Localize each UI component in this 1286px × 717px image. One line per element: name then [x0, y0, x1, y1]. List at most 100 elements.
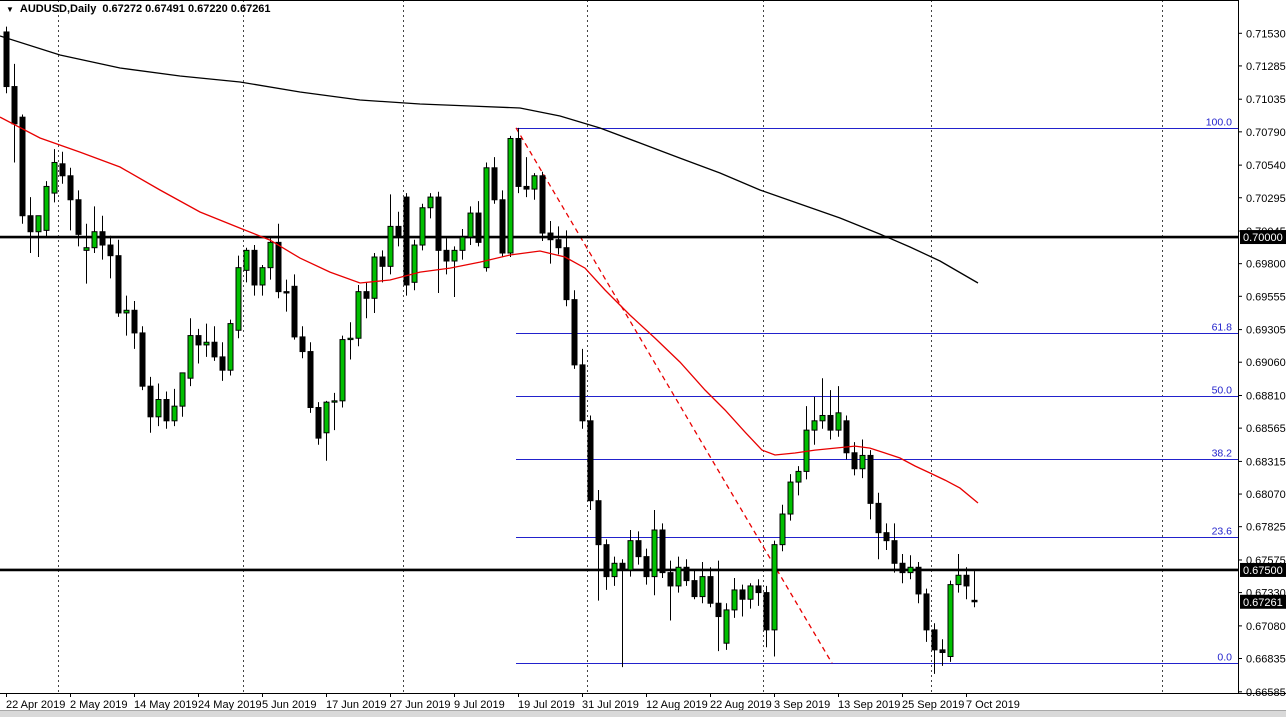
svg-text:0.66585: 0.66585	[1246, 687, 1286, 699]
candle	[59, 151, 66, 184]
svg-text:31 Jul 2019: 31 Jul 2019	[582, 699, 639, 711]
candle	[107, 235, 114, 279]
svg-text:7 Oct 2019: 7 Oct 2019	[966, 699, 1020, 711]
candle	[555, 226, 562, 255]
candle	[707, 567, 714, 608]
candle	[403, 193, 410, 296]
candle	[835, 386, 842, 437]
candle	[779, 504, 786, 552]
candle	[867, 450, 874, 520]
svg-text:0.68315: 0.68315	[1246, 456, 1286, 468]
candle	[363, 282, 370, 319]
price-axis[interactable]: 0.71530 0.71285 0.71035 0.70790 0.70540 0.702…	[1238, 28, 1286, 699]
candle	[755, 579, 762, 606]
candle	[451, 246, 458, 297]
candle	[651, 510, 658, 596]
candle	[243, 247, 250, 283]
svg-text:0.69305: 0.69305	[1246, 325, 1286, 337]
symbol-dropdown-icon[interactable]: ▼	[6, 5, 14, 14]
candle	[963, 567, 970, 600]
candle	[331, 392, 338, 431]
candle	[859, 439, 866, 479]
candle	[627, 530, 634, 577]
candle	[699, 561, 706, 604]
candle	[291, 274, 298, 340]
candle	[43, 181, 50, 238]
candle	[83, 223, 90, 284]
svg-text:2 May 2019: 2 May 2019	[70, 699, 127, 711]
candle	[155, 383, 162, 427]
candle	[459, 229, 466, 260]
candle	[211, 326, 218, 361]
candle	[123, 295, 130, 336]
candle	[667, 560, 674, 621]
candle	[91, 206, 98, 254]
candle	[235, 255, 242, 339]
candle	[595, 490, 602, 601]
svg-text:61.8: 61.8	[1212, 322, 1233, 334]
svg-text:38.2: 38.2	[1212, 448, 1233, 460]
candle	[251, 245, 258, 296]
candle	[619, 559, 626, 668]
fibonacci-retracement[interactable]: 100.0 61.8 50.0 38.2 23.6 0.0	[515, 117, 1238, 664]
candle	[763, 585, 770, 648]
candle	[283, 279, 290, 312]
candlestick-series	[3, 26, 978, 674]
candle	[411, 239, 418, 291]
svg-text:3 Sep 2019: 3 Sep 2019	[774, 699, 830, 711]
candle	[643, 548, 650, 585]
candle	[659, 523, 666, 578]
candle	[731, 577, 738, 618]
candle	[419, 203, 426, 251]
candle	[67, 167, 74, 231]
candle	[203, 323, 210, 357]
candle	[787, 474, 794, 521]
candle	[491, 157, 498, 204]
candle	[315, 402, 322, 445]
candle	[19, 114, 26, 224]
candle	[435, 191, 442, 293]
svg-text:100.0: 100.0	[1206, 117, 1232, 129]
candle	[51, 149, 58, 203]
svg-text:0.69555: 0.69555	[1246, 291, 1286, 303]
svg-text:5 Jun 2019: 5 Jun 2019	[262, 699, 316, 711]
svg-text:0.71285: 0.71285	[1246, 61, 1286, 73]
candle	[723, 603, 730, 650]
candle	[355, 284, 362, 347]
candle	[139, 326, 146, 391]
candle	[715, 560, 722, 652]
svg-text:0.68810: 0.68810	[1246, 391, 1286, 403]
svg-text:9 Jul 2019: 9 Jul 2019	[454, 699, 505, 711]
candle	[323, 400, 330, 461]
svg-text:13 Sep 2019: 13 Sep 2019	[838, 699, 900, 711]
current-price-label: 0.67261	[1240, 594, 1286, 609]
candle	[483, 162, 490, 272]
candle	[515, 127, 522, 194]
candle	[3, 26, 10, 94]
svg-text:0.66835: 0.66835	[1246, 654, 1286, 666]
candle	[771, 540, 778, 657]
candle	[939, 639, 946, 666]
candle	[147, 376, 154, 433]
candle	[507, 135, 514, 258]
candle	[99, 215, 106, 260]
candle	[827, 390, 834, 440]
candle	[691, 569, 698, 600]
time-axis[interactable]: 22 Apr 2019 2 May 2019 14 May 2019 24 May 2…	[6, 693, 1020, 711]
candle	[947, 580, 954, 662]
candle	[163, 391, 170, 429]
candle	[299, 326, 306, 359]
svg-text:0.70000: 0.70000	[1243, 232, 1283, 244]
level-price-label: 0.67500	[1240, 562, 1286, 577]
candle	[219, 342, 226, 381]
candle	[747, 583, 754, 609]
candle	[579, 348, 586, 429]
svg-text:0.70295: 0.70295	[1246, 193, 1286, 205]
candle	[635, 531, 642, 565]
horizontal-level-lines[interactable]	[0, 235, 1238, 572]
candle	[819, 378, 826, 429]
svg-text:0.70790: 0.70790	[1246, 127, 1286, 139]
svg-text:0.68070: 0.68070	[1246, 489, 1286, 501]
